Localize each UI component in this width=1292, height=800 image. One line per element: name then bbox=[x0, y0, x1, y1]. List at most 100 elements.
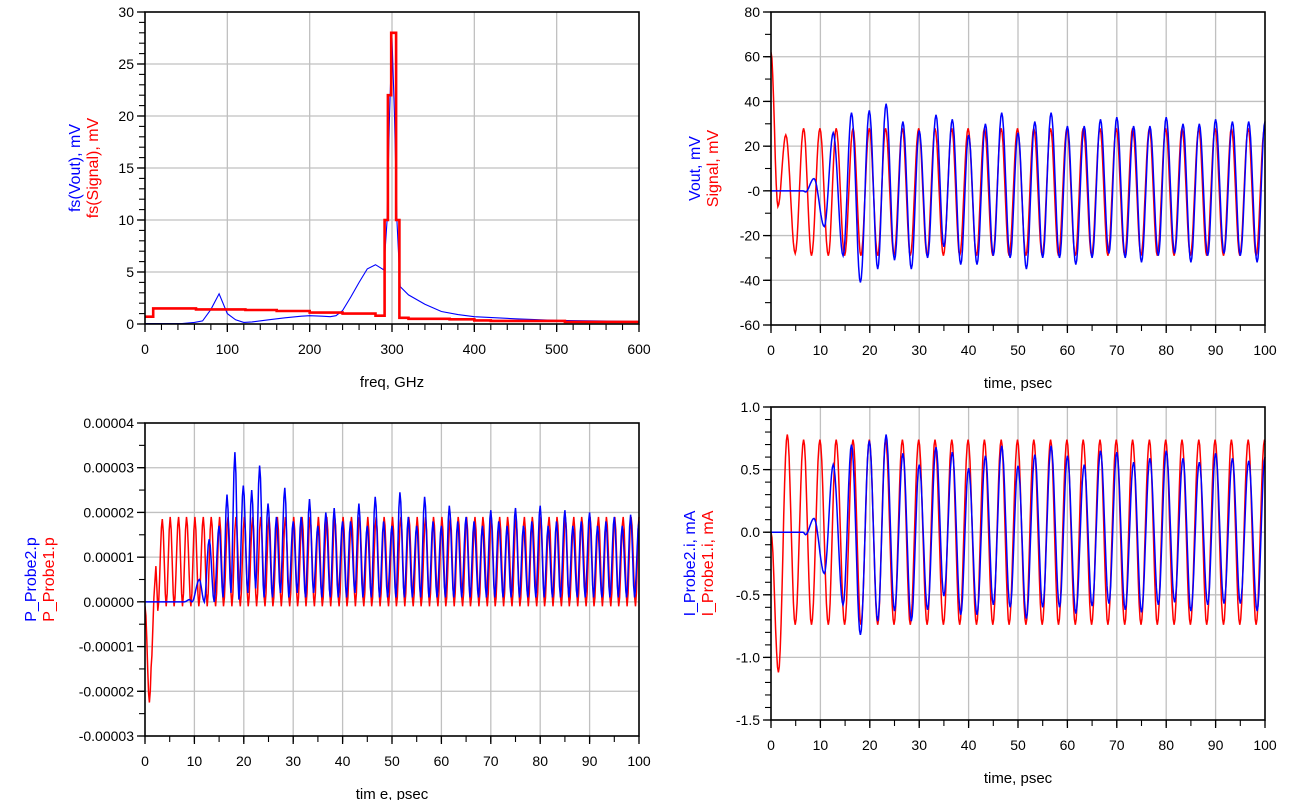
x-tick-label: 80 bbox=[1158, 737, 1174, 753]
x-tick-label: 100 bbox=[1253, 342, 1277, 358]
y-tick-label: -0.00001 bbox=[79, 639, 134, 655]
x-axis-title: time, psec bbox=[984, 375, 1053, 392]
x-tick-label: 20 bbox=[236, 753, 252, 769]
x-tick-label: 50 bbox=[1010, 342, 1026, 358]
y-axis-title-blue: Vout, mV bbox=[687, 136, 704, 201]
y-tick-label: 40 bbox=[744, 93, 760, 109]
y-tick-label: 20 bbox=[744, 138, 760, 154]
x-tick-label: 100 bbox=[627, 753, 651, 769]
x-tick-label: 70 bbox=[1109, 737, 1125, 753]
y-tick-label: -0 bbox=[748, 183, 761, 199]
x-tick-label: 30 bbox=[285, 753, 301, 769]
y-tick-label: 0.00000 bbox=[83, 594, 134, 610]
x-axis-title: tim e, psec bbox=[356, 786, 429, 800]
y-axis-title-red: Signal, mV bbox=[705, 129, 722, 207]
y-tick-label: -60 bbox=[740, 317, 760, 333]
x-tick-label: 300 bbox=[380, 341, 404, 357]
y-tick-label: 1.0 bbox=[741, 399, 761, 415]
y-axis-title-red: fs(Signal), mV bbox=[85, 117, 102, 218]
axis-ticks bbox=[137, 422, 640, 744]
x-tick-label: 50 bbox=[1010, 737, 1026, 753]
series-group bbox=[771, 52, 1266, 283]
x-tick-label: 70 bbox=[483, 753, 499, 769]
y-tick-label: 0.00001 bbox=[83, 549, 134, 565]
grid bbox=[771, 12, 1265, 325]
y-axis-title-blue: P_Probe2.p bbox=[23, 537, 40, 622]
x-tick-label: 90 bbox=[582, 753, 598, 769]
x-tick-label: 40 bbox=[961, 737, 977, 753]
x-axis-title: time, psec bbox=[984, 770, 1053, 787]
x-tick-label: 80 bbox=[1158, 342, 1174, 358]
y-tick-label: 10 bbox=[118, 212, 134, 228]
x-tick-label: 40 bbox=[335, 753, 351, 769]
y-tick-label: 80 bbox=[744, 4, 760, 20]
x-tick-label: 20 bbox=[862, 342, 878, 358]
grid bbox=[145, 423, 639, 736]
x-tick-label: 20 bbox=[862, 737, 878, 753]
y-tick-label: 0.5 bbox=[741, 462, 761, 478]
x-tick-label: 10 bbox=[187, 753, 203, 769]
series-fs-vout- bbox=[145, 37, 640, 325]
x-tick-label: 0 bbox=[767, 342, 775, 358]
axis-ticks bbox=[137, 11, 640, 332]
y-tick-label: 25 bbox=[118, 56, 134, 72]
x-tick-label: 10 bbox=[813, 342, 829, 358]
x-tick-label: 400 bbox=[463, 341, 487, 357]
x-tick-label: 60 bbox=[1060, 737, 1076, 753]
x-tick-label: 40 bbox=[961, 342, 977, 358]
y-axis-title-red: P_Probe1.p bbox=[41, 537, 58, 622]
x-tick-label: 100 bbox=[1253, 737, 1277, 753]
x-tick-label: 200 bbox=[298, 341, 322, 357]
x-tick-label: 30 bbox=[911, 737, 927, 753]
y-tick-label: -20 bbox=[740, 228, 760, 244]
series-i-probe2-i bbox=[771, 434, 1266, 636]
chart-voltage-time: -60 -40 -20 -0 20 40 60 80 0 10 20 30 40 50 60 70 80 90 10… bbox=[687, 4, 1277, 392]
y-tick-label: 30 bbox=[118, 4, 134, 20]
y-tick-label: 60 bbox=[744, 49, 760, 65]
grid bbox=[771, 407, 1265, 720]
y-axis-title-blue: fs(Vout), mV bbox=[67, 124, 84, 212]
series-p-probe1-p bbox=[145, 516, 640, 703]
y-tick-label: 0.0 bbox=[741, 524, 761, 540]
x-tick-label: 80 bbox=[532, 753, 548, 769]
y-tick-label: -0.00003 bbox=[79, 728, 134, 744]
x-tick-label: 0 bbox=[141, 753, 149, 769]
series-group bbox=[771, 434, 1266, 673]
y-tick-label: 0.00003 bbox=[83, 460, 134, 476]
chart-current-time: -1.5 -1.0 -0.5 0.0 0.5 1.0 0 10 20 30 40 50 60 70 80 90… bbox=[682, 399, 1277, 787]
y-tick-label: -0.5 bbox=[736, 587, 760, 603]
x-tick-label: 60 bbox=[434, 753, 450, 769]
x-tick-label: 600 bbox=[627, 341, 651, 357]
series-vout bbox=[771, 103, 1266, 283]
y-axis-title-red: I_Probe1.i, mA bbox=[700, 510, 717, 616]
y-tick-label: 0.00004 bbox=[83, 415, 134, 431]
axis-ticks bbox=[763, 406, 1266, 728]
x-tick-label: 500 bbox=[545, 341, 569, 357]
y-tick-label: 15 bbox=[118, 160, 134, 176]
axis-ticks bbox=[763, 11, 1266, 333]
series-group bbox=[145, 31, 640, 325]
x-tick-label: 10 bbox=[813, 737, 829, 753]
x-tick-label: 0 bbox=[141, 341, 149, 357]
x-tick-label: 30 bbox=[911, 342, 927, 358]
chart-power-time: -0.00003 -0.00002 -0.00001 0.00000 0.00001 0.… bbox=[23, 415, 651, 800]
series-fs-signal- bbox=[145, 31, 639, 324]
series-group bbox=[145, 452, 640, 703]
x-tick-label: 50 bbox=[384, 753, 400, 769]
y-tick-label: 20 bbox=[118, 108, 134, 124]
y-tick-label: 0 bbox=[126, 316, 134, 332]
y-axis-title-blue: I_Probe2.i, mA bbox=[682, 510, 699, 616]
y-tick-label: -40 bbox=[740, 272, 760, 288]
y-tick-label: -1.0 bbox=[736, 649, 760, 665]
y-tick-label: -1.5 bbox=[736, 712, 760, 728]
x-tick-label: 0 bbox=[767, 737, 775, 753]
series-i-probe1-i bbox=[771, 434, 1266, 673]
y-tick-label: 0.00002 bbox=[83, 504, 134, 520]
x-tick-label: 70 bbox=[1109, 342, 1125, 358]
series-p-probe2-p bbox=[145, 452, 640, 605]
x-tick-label: 100 bbox=[216, 341, 240, 357]
y-tick-label: -0.00002 bbox=[79, 683, 134, 699]
x-axis-title: freq, GHz bbox=[360, 374, 424, 391]
